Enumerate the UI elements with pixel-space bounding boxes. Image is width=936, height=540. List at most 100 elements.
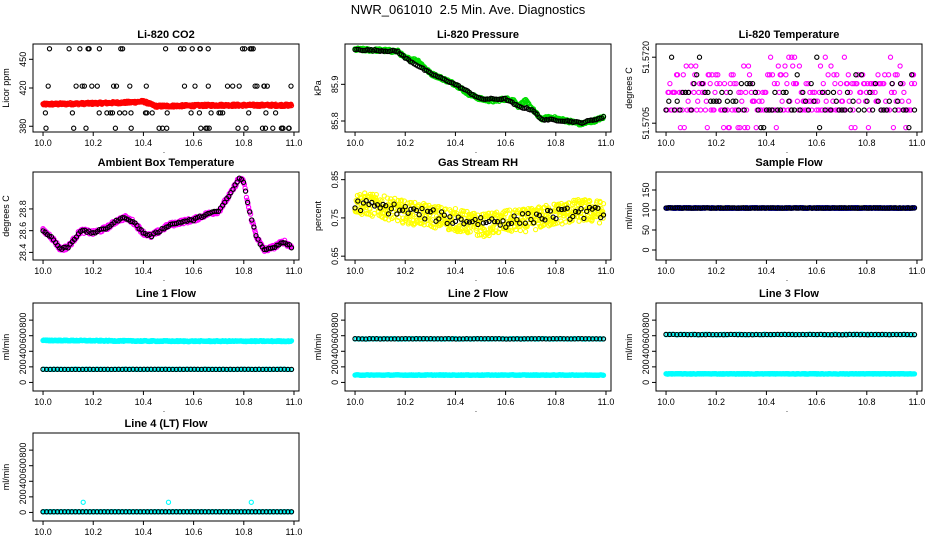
- data-point: [369, 199, 375, 206]
- data-point: [761, 124, 767, 131]
- data-point: [245, 204, 252, 210]
- data-point: [503, 336, 509, 342]
- data-point: [695, 98, 701, 104]
- data-point: [901, 89, 907, 96]
- data-point: [222, 199, 228, 206]
- data-point: [472, 216, 478, 223]
- data-point: [363, 336, 369, 342]
- data-point: [259, 125, 266, 131]
- data-point: [546, 336, 553, 342]
- x-tick-label: 11.0: [286, 397, 303, 407]
- data-point: [581, 215, 587, 222]
- y-tick-label: 0: [18, 380, 28, 385]
- data-point: [568, 336, 574, 342]
- data-point: [909, 72, 915, 78]
- x-tick-label: 10.2: [396, 397, 414, 407]
- data-point: [680, 72, 686, 78]
- data-point: [729, 107, 735, 113]
- points-layer: [663, 205, 918, 211]
- data-point: [352, 336, 358, 342]
- data-point: [213, 208, 219, 215]
- data-point: [782, 63, 788, 69]
- data-point: [897, 63, 903, 69]
- data-point: [807, 89, 813, 96]
- data-point: [504, 207, 510, 214]
- data-point: [557, 336, 563, 342]
- data-point: [525, 336, 531, 342]
- data-point: [397, 207, 403, 213]
- x-tick-label: 10.6: [497, 266, 515, 276]
- data-point: [885, 72, 892, 78]
- data-point: [674, 98, 680, 104]
- data-point: [797, 107, 803, 113]
- data-point: [104, 110, 110, 116]
- data-point: [118, 46, 124, 52]
- data-point: [263, 366, 269, 373]
- data-point: [716, 98, 722, 104]
- data-point: [561, 336, 567, 342]
- data-point: [532, 336, 538, 342]
- data-point: [575, 209, 581, 215]
- y-tick-label: 85.8: [330, 112, 340, 130]
- y-tick-label: 600: [641, 328, 651, 343]
- data-point: [192, 83, 198, 89]
- data-point: [220, 110, 226, 116]
- data-point: [911, 107, 918, 113]
- data-point: [164, 125, 170, 131]
- data-point: [238, 366, 244, 372]
- data-point: [359, 336, 365, 342]
- data-point: [839, 98, 846, 104]
- data-point: [467, 229, 473, 235]
- data-point: [250, 46, 256, 52]
- data-point: [374, 202, 381, 208]
- data-point: [808, 98, 814, 104]
- data-point: [234, 179, 240, 185]
- data-point: [830, 98, 836, 104]
- data-point: [130, 366, 136, 372]
- data-point: [195, 366, 201, 372]
- data-point: [249, 366, 255, 373]
- data-point: [464, 336, 470, 342]
- data-point: [746, 72, 753, 78]
- data-point: [712, 89, 718, 96]
- x-tick-label: 10.4: [135, 397, 153, 407]
- data-point: [197, 46, 203, 52]
- x-tick-label: 10.8: [858, 266, 876, 276]
- data-point: [833, 107, 839, 113]
- data-point: [900, 107, 906, 113]
- data-point: [667, 80, 673, 87]
- data-point: [456, 336, 463, 342]
- data-point: [822, 54, 828, 60]
- data-point: [465, 229, 471, 236]
- data-point: [858, 72, 865, 78]
- data-point: [112, 366, 118, 373]
- data-point: [270, 125, 276, 131]
- data-point: [105, 366, 111, 372]
- data-point: [789, 107, 795, 113]
- data-point: [891, 89, 897, 96]
- data-point: [847, 89, 853, 96]
- data-point: [724, 98, 731, 104]
- chart-title: Gas Stream RH: [438, 157, 518, 169]
- data-point: [366, 336, 373, 342]
- data-point: [703, 98, 709, 104]
- data-point: [799, 107, 805, 113]
- data-point: [402, 336, 409, 342]
- data-point: [252, 366, 259, 373]
- data-point: [767, 54, 774, 60]
- x-tick-label: 10.8: [235, 397, 253, 407]
- data-point: [198, 125, 204, 131]
- data-point: [567, 216, 573, 222]
- data-point: [883, 107, 890, 113]
- data-point: [735, 107, 742, 113]
- data-point: [478, 215, 484, 221]
- data-point: [554, 118, 560, 124]
- data-point: [46, 46, 53, 52]
- data-point: [47, 366, 53, 373]
- data-point: [447, 225, 453, 231]
- data-point: [69, 110, 76, 116]
- x-tick-label: 10.0: [657, 397, 675, 407]
- data-point: [909, 205, 915, 211]
- data-point: [570, 213, 576, 220]
- data-point: [166, 366, 172, 373]
